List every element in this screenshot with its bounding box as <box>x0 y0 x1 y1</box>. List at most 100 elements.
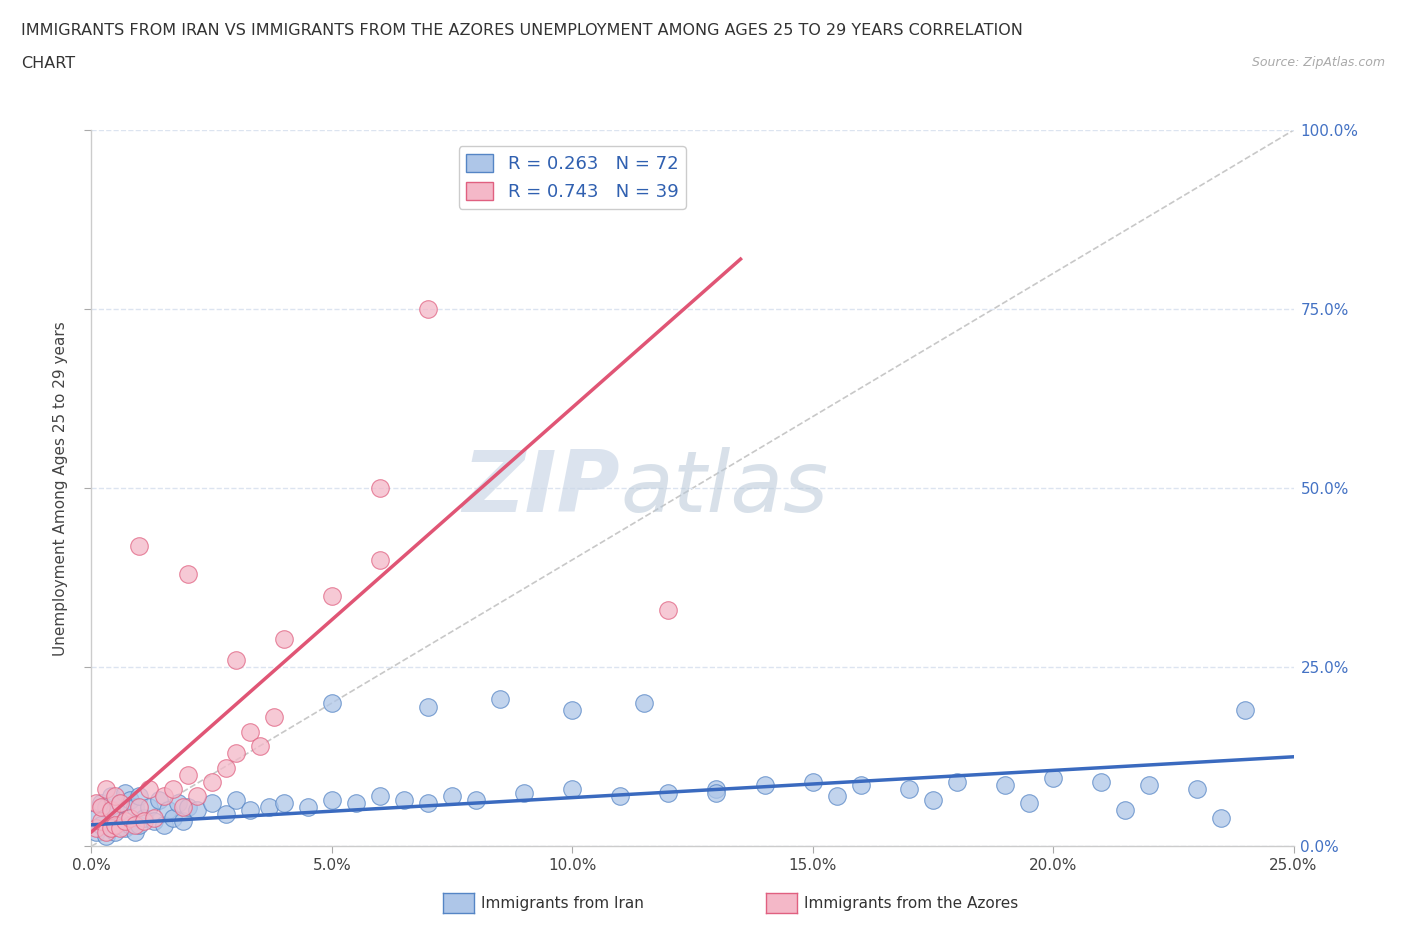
Point <box>1137 778 1160 793</box>
Point <box>801 775 824 790</box>
Point <box>465 792 488 807</box>
Point <box>124 825 146 840</box>
Point <box>225 792 247 807</box>
Point <box>162 781 184 796</box>
Point <box>994 778 1017 793</box>
Point <box>239 724 262 739</box>
Point <box>152 789 174 804</box>
Point <box>392 792 415 807</box>
Point <box>114 785 136 800</box>
Y-axis label: Unemployment Among Ages 25 to 29 years: Unemployment Among Ages 25 to 29 years <box>53 321 69 656</box>
Point <box>84 821 107 836</box>
Point <box>1090 775 1112 790</box>
Point <box>657 603 679 618</box>
Text: IMMIGRANTS FROM IRAN VS IMMIGRANTS FROM THE AZORES UNEMPLOYMENT AMONG AGES 25 TO: IMMIGRANTS FROM IRAN VS IMMIGRANTS FROM … <box>21 23 1024 38</box>
Point <box>110 814 132 829</box>
Point <box>142 810 165 825</box>
Point <box>100 821 122 836</box>
Point <box>162 810 184 825</box>
Point <box>225 653 247 668</box>
Legend: R = 0.263   N = 72, R = 0.743   N = 39: R = 0.263 N = 72, R = 0.743 N = 39 <box>458 146 686 208</box>
Point <box>657 785 679 800</box>
Point <box>239 804 262 818</box>
Text: CHART: CHART <box>21 56 75 71</box>
Point <box>138 781 160 796</box>
Point <box>124 817 146 832</box>
Text: Immigrants from the Azores: Immigrants from the Azores <box>804 897 1018 911</box>
Point <box>167 796 190 811</box>
Point <box>84 796 107 811</box>
Point <box>201 775 224 790</box>
Point <box>176 566 198 581</box>
Point <box>114 821 136 836</box>
Point <box>186 789 208 804</box>
Point <box>215 760 238 775</box>
Point <box>118 792 141 807</box>
Point <box>368 552 391 567</box>
Point <box>110 796 132 811</box>
Point <box>249 738 271 753</box>
Point <box>633 696 655 711</box>
Point <box>128 789 150 804</box>
Point <box>118 810 141 825</box>
Point <box>110 796 132 811</box>
Text: atlas: atlas <box>620 446 828 530</box>
Point <box>1018 796 1040 811</box>
Point <box>1234 703 1257 718</box>
Point <box>90 817 112 832</box>
Point <box>104 789 127 804</box>
Point <box>90 800 112 815</box>
Point <box>84 810 107 825</box>
Point <box>128 538 150 553</box>
Point <box>368 481 391 496</box>
Point <box>138 800 160 815</box>
Point <box>186 804 208 818</box>
Point <box>561 703 583 718</box>
Point <box>142 814 165 829</box>
Point <box>176 767 198 782</box>
Point <box>114 814 136 829</box>
Point <box>157 804 180 818</box>
Point <box>259 800 281 815</box>
Point <box>273 631 295 646</box>
Point <box>849 778 872 793</box>
Point <box>922 792 945 807</box>
Point <box>118 817 141 832</box>
Point <box>825 789 848 804</box>
Point <box>440 789 463 804</box>
Point <box>124 800 146 815</box>
Point <box>321 589 343 604</box>
Point <box>561 781 583 796</box>
Point <box>176 800 198 815</box>
Point <box>706 781 728 796</box>
Point <box>513 785 536 800</box>
Point <box>100 821 122 836</box>
Point <box>172 800 194 815</box>
Point <box>273 796 295 811</box>
Point <box>134 810 156 825</box>
Point <box>416 699 439 714</box>
Point <box>100 789 122 804</box>
Point <box>416 302 439 317</box>
Point <box>321 696 343 711</box>
Point <box>128 817 150 832</box>
Text: Source: ZipAtlas.com: Source: ZipAtlas.com <box>1251 56 1385 69</box>
Point <box>94 781 117 796</box>
Point <box>297 800 319 815</box>
Text: ZIP: ZIP <box>463 446 620 530</box>
Point <box>1114 804 1136 818</box>
Point <box>152 817 174 832</box>
Point <box>104 817 127 832</box>
Point <box>128 800 150 815</box>
Point <box>134 814 156 829</box>
Point <box>1211 810 1233 825</box>
Point <box>104 804 127 818</box>
Point <box>897 781 920 796</box>
Point <box>416 796 439 811</box>
Point <box>946 775 969 790</box>
Point <box>104 825 127 840</box>
Point <box>94 825 117 840</box>
Point <box>110 821 132 836</box>
Point <box>754 778 776 793</box>
Point <box>489 692 512 707</box>
